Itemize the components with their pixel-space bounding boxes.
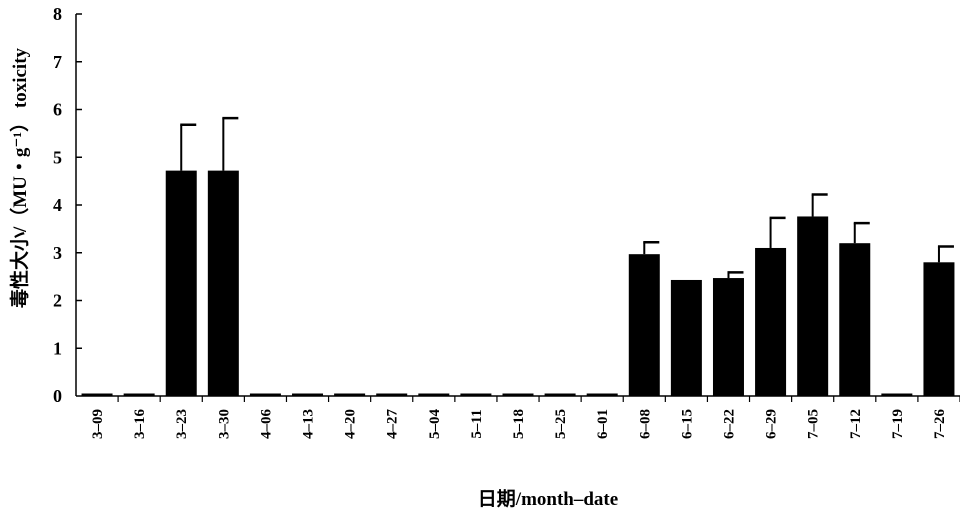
bar <box>165 170 197 396</box>
y-tick-label: 8 <box>53 4 62 24</box>
x-tick-label: 3–30 <box>216 409 232 439</box>
y-tick-label: 6 <box>53 100 62 120</box>
y-tick-label: 0 <box>53 386 62 406</box>
y-tick-label: 2 <box>53 291 62 311</box>
bar <box>460 393 492 396</box>
x-tick-label: 6–22 <box>721 409 737 439</box>
bar <box>881 393 913 396</box>
bar <box>292 393 324 396</box>
x-tick-label: 4–13 <box>301 409 317 439</box>
y-tick-label: 1 <box>53 338 62 358</box>
bar <box>712 278 744 396</box>
x-tick-label: 6–08 <box>637 409 653 439</box>
x-tick-label: 5–11 <box>469 409 485 438</box>
x-tick-label: 3–16 <box>132 409 148 440</box>
x-tick-label: 5–04 <box>427 409 443 440</box>
x-tick-label: 7–19 <box>890 409 906 439</box>
x-tick-label: 6–15 <box>679 409 695 439</box>
bar <box>586 393 618 396</box>
bar <box>544 393 576 396</box>
bar <box>123 393 155 396</box>
bar <box>418 393 450 396</box>
bar <box>797 216 829 396</box>
x-tick-label: 7–12 <box>848 409 864 439</box>
bar <box>670 279 702 396</box>
bar <box>207 170 239 396</box>
x-tick-label: 5–25 <box>553 409 569 439</box>
x-tick-label: 7–05 <box>806 409 822 439</box>
y-tick-label: 7 <box>53 52 62 72</box>
bar <box>755 247 787 396</box>
x-tick-label: 4–27 <box>385 409 401 440</box>
x-tick-label: 6–01 <box>595 409 611 439</box>
bar <box>376 393 408 396</box>
y-tick-label: 5 <box>53 147 62 167</box>
plot-area: 0 1 2 3 4 5 6 7 8 3–09 3–16 3–23 3–30 4–06 4–13 4–20 4–2… <box>53 4 960 439</box>
bar <box>334 393 366 396</box>
y-axis-title: 毒性大小/（MU・g⁻¹） toxicity <box>8 47 31 308</box>
x-tick-label: 3–23 <box>174 409 190 439</box>
x-tick-label: 4–06 <box>258 409 274 440</box>
x-tick-label: 7–26 <box>932 409 948 440</box>
bar <box>81 393 113 396</box>
x-tick-label: 6–29 <box>764 409 780 439</box>
bar <box>839 243 871 396</box>
bar <box>249 393 281 396</box>
bar <box>923 262 955 396</box>
x-tick-label: 3–09 <box>90 409 106 439</box>
x-axis-title: 日期/month–date <box>478 488 618 510</box>
bar <box>502 393 534 396</box>
bar <box>628 254 660 396</box>
x-tick-label: 5–18 <box>511 409 527 439</box>
y-tick-label: 4 <box>53 195 62 215</box>
x-tick-label: 4–20 <box>343 409 359 439</box>
y-tick-label: 3 <box>53 243 62 263</box>
